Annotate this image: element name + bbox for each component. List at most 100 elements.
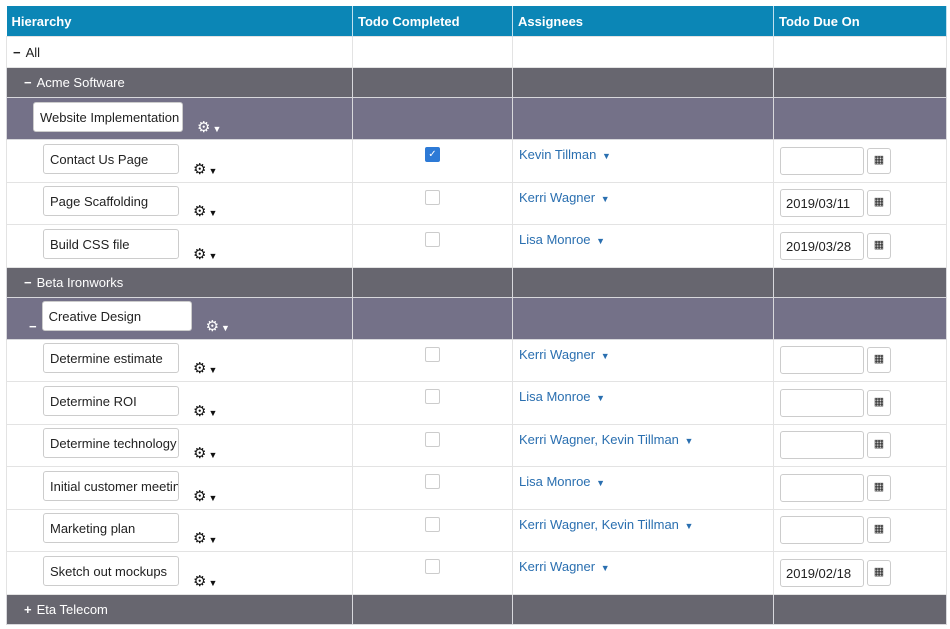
- project-name-input[interactable]: Website Implementation: [33, 101, 183, 132]
- minus-icon[interactable]: −: [24, 75, 32, 90]
- gear-icon[interactable]: ⚙ ▼: [193, 402, 218, 420]
- task-name-input[interactable]: Determine ROI: [43, 385, 179, 416]
- empty-cell: [352, 296, 513, 340]
- assignees-label: Lisa Monroe: [519, 389, 591, 405]
- assignees-label: Kerri Wagner: [519, 189, 596, 205]
- client-row: − Acme Software: [6, 67, 947, 98]
- minus-icon[interactable]: −: [29, 319, 37, 334]
- assignees-dropdown[interactable]: Kerri Wagner ▼: [519, 346, 610, 362]
- todo-completed-checkbox[interactable]: ✓: [425, 147, 440, 163]
- all-row: − All: [6, 36, 947, 68]
- due-date-input[interactable]: [780, 346, 864, 375]
- client-toggle[interactable]: + Eta Telecom: [6, 593, 353, 625]
- calendar-icon[interactable]: ▦: [867, 559, 891, 586]
- todo-completed-checkbox[interactable]: [425, 346, 440, 362]
- assignees-dropdown[interactable]: Lisa Monroe ▼: [519, 474, 606, 490]
- gear-icon[interactable]: ⚙ ▼: [193, 360, 218, 378]
- task-row: Marketing plan ⚙ ▼ Kerri Wagner, Kevin Til…: [6, 508, 947, 552]
- task-row: Sketch out mockups ⚙ ▼ Kerri Wagner ▼ 2019…: [6, 551, 947, 595]
- gear-icon[interactable]: ⚙ ▼: [193, 203, 218, 221]
- assignees-dropdown[interactable]: Lisa Monroe ▼: [519, 389, 606, 405]
- header-row: Hierarchy Todo Completed Assignees Todo …: [6, 6, 947, 37]
- task-row: Build CSS file ⚙ ▼ Lisa Monroe ▼ 2019/03/2…: [6, 224, 947, 268]
- task-row: Determine estimate ⚙ ▼ Kerri Wagner ▼ ▦: [6, 338, 947, 382]
- due-date-input[interactable]: 2019/03/11: [780, 189, 864, 218]
- header-todo-completed[interactable]: Todo Completed: [352, 6, 513, 37]
- calendar-icon[interactable]: ▦: [867, 147, 891, 174]
- task-name-input[interactable]: Page Scaffolding: [43, 186, 179, 217]
- calendar-icon[interactable]: ▦: [867, 190, 891, 217]
- calendar-icon[interactable]: ▦: [867, 474, 891, 501]
- task-name-input[interactable]: Build CSS file: [43, 228, 179, 259]
- todo-completed-checkbox[interactable]: [425, 559, 440, 575]
- calendar-icon[interactable]: ▦: [867, 232, 891, 259]
- task-name-input[interactable]: Sketch out mockups: [43, 555, 179, 586]
- due-date-input[interactable]: 2019/02/18: [780, 558, 864, 587]
- todo-completed-checkbox[interactable]: [425, 474, 440, 490]
- gear-icon[interactable]: ⚙ ▼: [193, 160, 218, 178]
- calendar-icon[interactable]: ▦: [867, 517, 891, 544]
- gear-icon[interactable]: ⚙ ▼: [193, 487, 218, 505]
- todo-completed-checkbox[interactable]: [425, 389, 440, 405]
- task-name-input[interactable]: Determine estimate: [43, 343, 179, 374]
- gear-icon[interactable]: ⚙ ▼: [193, 445, 218, 463]
- due-date-input[interactable]: [780, 431, 864, 460]
- assignees-label: Lisa Monroe: [519, 474, 591, 490]
- calendar-icon[interactable]: ▦: [867, 432, 891, 459]
- todo-completed-checkbox[interactable]: [425, 431, 440, 447]
- empty-cell: [352, 36, 513, 68]
- task-row: Contact Us Page ⚙ ▼ ✓ Kevin Tillman ▼ ▦: [6, 139, 947, 183]
- client-row: + Eta Telecom: [6, 593, 947, 625]
- assignees-dropdown[interactable]: Kerri Wagner ▼: [519, 189, 610, 205]
- due-date-input[interactable]: [780, 516, 864, 545]
- client-name: Acme Software: [36, 75, 125, 90]
- assignees-label: Kerri Wagner, Kevin Tillman: [519, 516, 679, 532]
- assignees-label: Kerri Wagner: [519, 559, 596, 575]
- assignees-dropdown[interactable]: Kevin Tillman ▼: [519, 147, 611, 163]
- assignees-label: Lisa Monroe: [519, 232, 591, 248]
- minus-icon[interactable]: −: [24, 274, 32, 290]
- gear-icon[interactable]: ⚙ ▼: [197, 118, 222, 136]
- project-row: −Creative Design ⚙ ▼: [6, 296, 947, 340]
- due-date-input[interactable]: [780, 146, 864, 175]
- assignees-dropdown[interactable]: Lisa Monroe ▼: [519, 232, 606, 248]
- assignees-dropdown[interactable]: Kerri Wagner ▼: [519, 559, 610, 575]
- task-name-input[interactable]: Initial customer meeting: [43, 470, 179, 501]
- assignees-label: Kerri Wagner: [519, 346, 596, 362]
- gear-icon[interactable]: ⚙ ▼: [193, 572, 218, 590]
- todo-completed-checkbox[interactable]: [425, 516, 440, 532]
- empty-cell: [773, 593, 947, 625]
- assignees-dropdown[interactable]: Kerri Wagner, Kevin Tillman ▼: [519, 431, 694, 447]
- due-date-input[interactable]: [780, 473, 864, 502]
- gear-icon[interactable]: ⚙ ▼: [193, 245, 218, 263]
- task-name-input[interactable]: Determine technology: [43, 428, 179, 459]
- minus-icon[interactable]: −: [13, 44, 21, 60]
- header-todo-due-on[interactable]: Todo Due On: [773, 6, 947, 37]
- todo-completed-checkbox[interactable]: [425, 232, 440, 248]
- header-hierarchy[interactable]: Hierarchy: [6, 6, 353, 37]
- empty-cell: [512, 67, 774, 98]
- client-toggle[interactable]: − Acme Software: [6, 67, 353, 98]
- empty-cell: [352, 97, 513, 140]
- task-name-input[interactable]: Marketing plan: [43, 513, 179, 544]
- task-name-input[interactable]: Contact Us Page: [43, 143, 179, 174]
- assignees-dropdown[interactable]: Kerri Wagner, Kevin Tillman ▼: [519, 516, 694, 532]
- empty-cell: [512, 36, 774, 68]
- due-date-input[interactable]: [780, 388, 864, 417]
- due-date-input[interactable]: 2019/03/28: [780, 231, 864, 260]
- empty-cell: [352, 266, 513, 298]
- gear-icon[interactable]: ⚙ ▼: [205, 318, 230, 335]
- plus-icon[interactable]: +: [24, 601, 32, 617]
- all-label: All: [25, 44, 41, 60]
- calendar-icon[interactable]: ▦: [867, 347, 891, 374]
- header-assignees[interactable]: Assignees: [512, 6, 774, 37]
- todo-completed-checkbox[interactable]: [425, 189, 440, 205]
- client-name: Beta Ironworks: [36, 274, 124, 290]
- client-toggle[interactable]: − Beta Ironworks: [6, 266, 353, 298]
- empty-cell: [352, 67, 513, 98]
- calendar-icon[interactable]: ▦: [867, 389, 891, 416]
- project-name-input[interactable]: Creative Design: [41, 301, 192, 331]
- empty-cell: [773, 67, 947, 98]
- client-row: − Beta Ironworks: [6, 266, 947, 298]
- gear-icon[interactable]: ⚙ ▼: [193, 530, 218, 548]
